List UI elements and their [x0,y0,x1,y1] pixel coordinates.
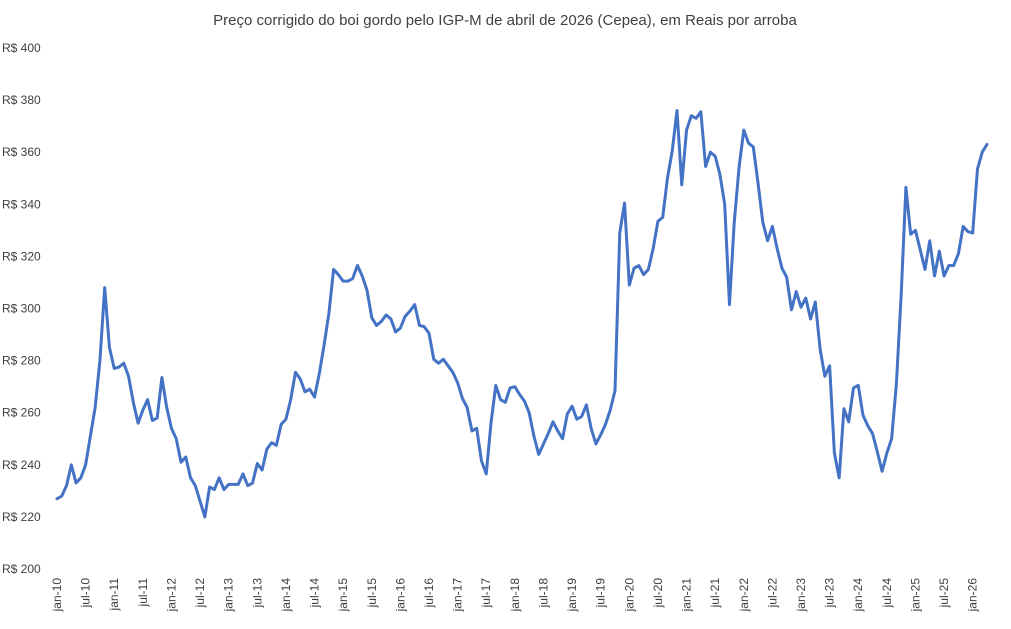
y-tick-label: R$ 400 [2,41,41,55]
x-tick-label: jan-19 [565,578,579,613]
x-tick-label: jul-10 [79,578,93,609]
x-tick-label: jan-18 [508,578,522,613]
x-tick-label: jul-19 [594,578,608,609]
x-tick-label: jan-22 [737,578,751,613]
x-tick-label: jan-26 [966,578,980,613]
x-tick-label: jul-17 [479,578,493,609]
x-tick-label: jul-25 [937,578,951,609]
y-tick-label: R$ 240 [2,458,41,472]
y-tick-label: R$ 320 [2,249,41,263]
x-tick-label: jan-10 [50,578,64,613]
price-series-line [55,109,989,519]
x-tick-label: jul-15 [365,578,379,609]
x-tick-label: jan-17 [451,578,465,613]
x-tick-label: jan-24 [851,578,865,613]
y-tick-label: R$ 300 [2,302,41,316]
x-tick-label: jul-12 [193,578,207,609]
x-tick-label: jan-13 [222,578,236,613]
y-tick-label: R$ 200 [2,562,41,576]
y-tick-label: R$ 360 [2,145,41,159]
x-tick-label: jul-13 [250,578,264,609]
y-tick-label: R$ 340 [2,197,41,211]
x-tick-label: jul-14 [308,578,322,609]
x-tick-label: jan-16 [393,578,407,613]
y-tick-label: R$ 380 [2,93,41,107]
x-tick-label: jan-21 [680,578,694,613]
x-tick-label: jul-23 [823,578,837,609]
x-tick-label: jul-16 [422,578,436,609]
y-tick-label: R$ 220 [2,510,41,524]
chart-title: Preço corrigido do boi gordo pelo IGP-M … [213,12,797,29]
x-tick-label: jan-15 [336,578,350,613]
x-tick-label: jan-20 [622,578,636,613]
x-tick-label: jul-18 [536,578,550,609]
x-tick-label: jan-12 [164,578,178,613]
x-tick-label: jul-21 [708,578,722,609]
x-tick-label: jul-22 [765,578,779,609]
x-tick-label: jul-24 [880,578,894,609]
y-tick-label: R$ 260 [2,406,41,420]
x-tick-label: jan-14 [279,578,293,613]
x-tick-label: jan-23 [794,578,808,613]
y-axis: R$ 200 R$ 220 R$ 240 R$ 260 R$ 280 R$ 300 R$ 3… [2,41,41,576]
x-tick-label: jan-25 [908,578,922,613]
x-axis: jan-10 jul-10 jan-11 jul-11 jan-12 jul-12 jan-… [50,578,980,613]
x-tick-label: jul-20 [651,578,665,609]
x-tick-label: jan-11 [107,578,121,612]
x-tick-label: jul-11 [136,578,150,608]
y-tick-label: R$ 280 [2,354,41,368]
